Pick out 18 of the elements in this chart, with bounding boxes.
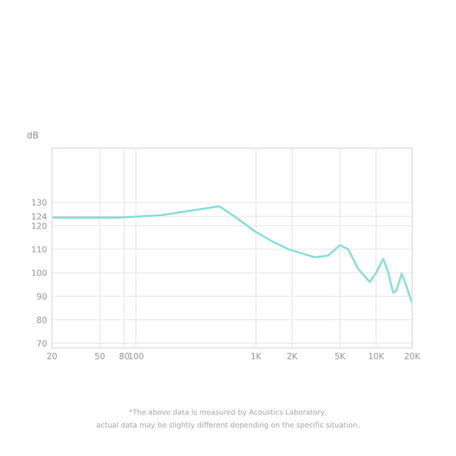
x-tick-label: 1K	[252, 353, 262, 360]
x-tick-label: 5K	[335, 353, 346, 360]
y-tick-label: 120	[32, 222, 47, 230]
y-tick-label: 100	[32, 270, 47, 276]
y-tick-label: 130	[32, 199, 47, 206]
y-tick-label: 90	[37, 293, 47, 300]
y-tick-label: 70	[37, 340, 47, 347]
x-tick-label: 2K	[287, 352, 298, 360]
x-tick-label: 50	[95, 352, 105, 360]
x-tick-label: 20K	[404, 352, 420, 360]
x-tick-label: 20	[47, 352, 57, 360]
y-tick-label: 124	[32, 213, 47, 220]
y-axis-title: dB	[27, 131, 38, 138]
y-tick-label: 110	[32, 246, 47, 253]
x-tick-label: 100	[128, 352, 144, 360]
x-tick-label: 10K	[368, 352, 384, 360]
y-tick-label: 80	[37, 316, 47, 324]
x-tick-label: 80	[120, 352, 130, 360]
